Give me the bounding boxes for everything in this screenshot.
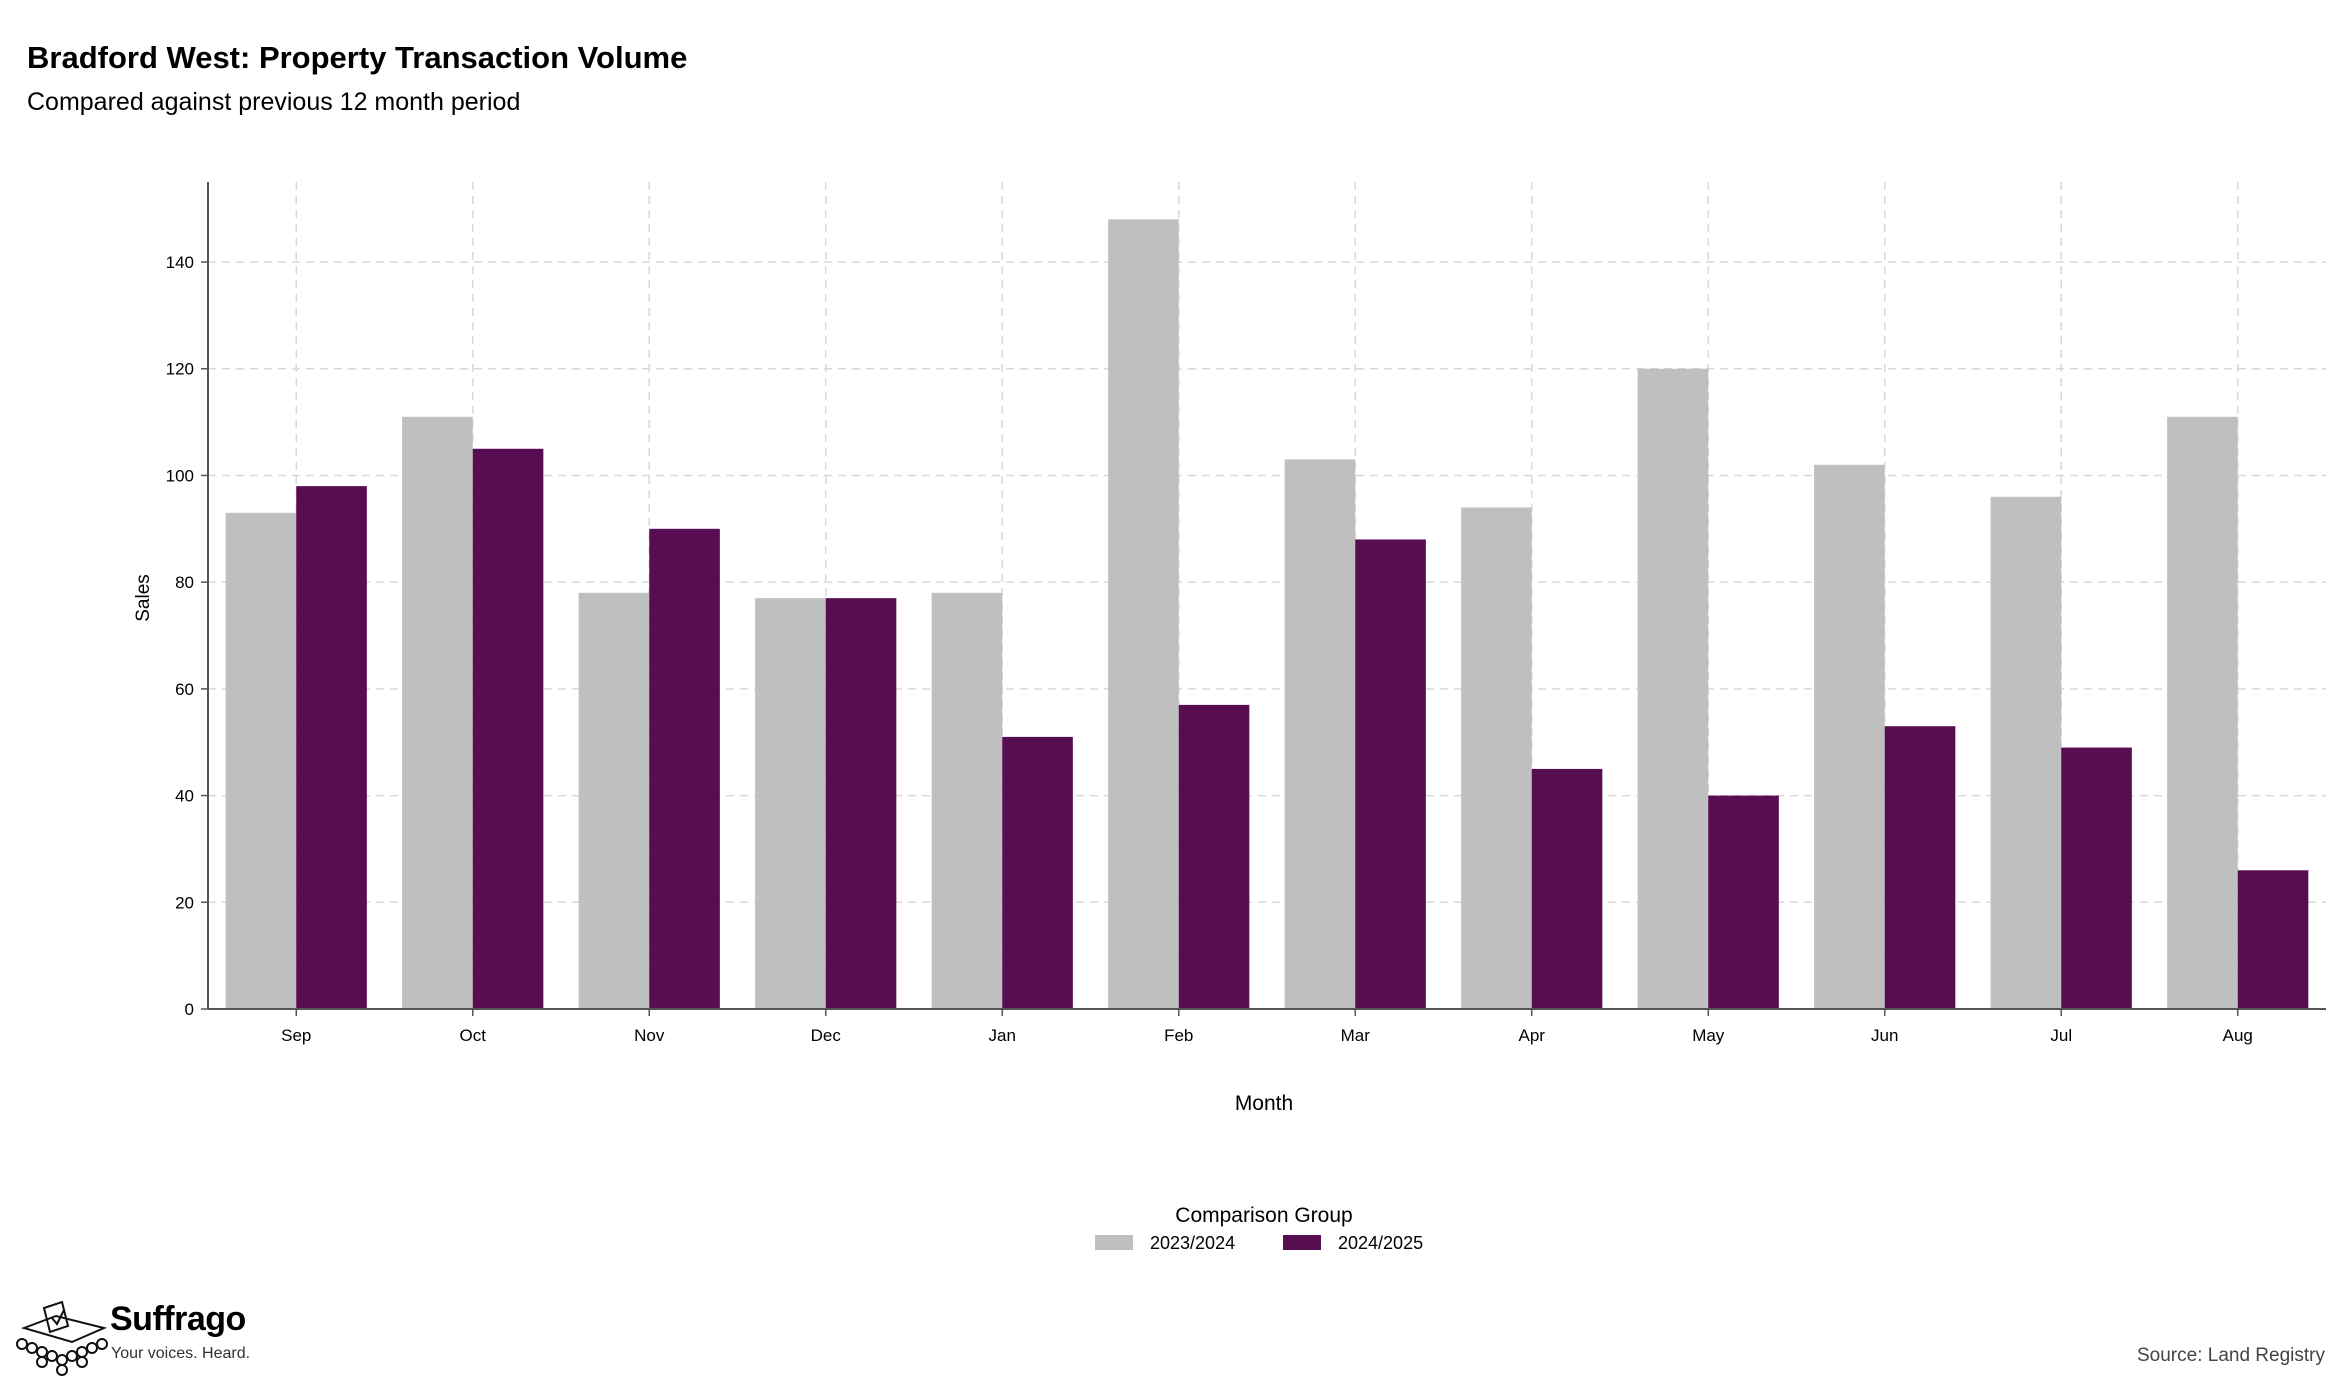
x-tick-label: Aug [2223, 1026, 2253, 1045]
bar-2024-2025-dec [825, 598, 897, 1009]
x-tick-label: Sep [281, 1026, 311, 1045]
bar-2024-2025-jan [1002, 736, 1073, 1009]
x-tick-label: Mar [1341, 1026, 1371, 1045]
x-axis-label: Month [1235, 1092, 1293, 1115]
legend-swatch-2024-2025 [1283, 1235, 1321, 1250]
y-tick-label: 60 [175, 680, 194, 699]
bar-2024-2025-apr [1531, 768, 1603, 1009]
bar-2023-2024-feb [1108, 219, 1179, 1009]
bar-2023-2024-mar [1284, 459, 1356, 1009]
bar-2023-2024-jan [931, 592, 1003, 1009]
bar-2023-2024-jun [1814, 464, 1885, 1009]
bar-2023-2024-jul [1990, 496, 2062, 1009]
brand-tagline: Your voices. Heard. [111, 1345, 251, 1362]
bar-2024-2025-oct [472, 448, 544, 1010]
bar-2023-2024-apr [1461, 507, 1532, 1009]
axes [201, 182, 2326, 1016]
bar-2024-2025-nov [649, 528, 720, 1009]
x-tick-label: May [1692, 1026, 1725, 1045]
x-tick-label: Nov [634, 1026, 665, 1045]
bar-2024-2025-aug [2237, 870, 2309, 1009]
y-tick-label: 120 [166, 360, 194, 379]
x-tick-label: Jun [1871, 1026, 1898, 1045]
legend-title: Comparison Group [1175, 1204, 1352, 1227]
legend-label-2023-2024: 2023/2024 [1150, 1233, 1235, 1253]
legend-swatch-2023-2024 [1095, 1235, 1133, 1250]
bar-2024-2025-jun [1884, 726, 1956, 1009]
bar-2024-2025-may [1708, 795, 1779, 1009]
x-tick-label: Feb [1164, 1026, 1193, 1045]
source-note: Source: Land Registry [2137, 1345, 2325, 1366]
y-axis-label: Sales [133, 574, 154, 622]
x-tick-label: Apr [1519, 1026, 1546, 1045]
tick-labels: 0 20 40 60 80 100 120 140 Sep Oct Nov Dec Jan Feb Mar A… [166, 253, 2253, 1045]
bar-2023-2024-oct [402, 416, 473, 1009]
legend-label-2024-2025: 2024/2025 [1338, 1233, 1423, 1253]
legend: Comparison Group 2023/2024 2024/2025 [1095, 1204, 1423, 1253]
bars [225, 219, 2309, 1010]
x-tick-label: Jan [989, 1026, 1016, 1045]
y-tick-label: 40 [175, 787, 194, 806]
bar-2023-2024-nov [578, 592, 650, 1009]
x-tick-label: Dec [811, 1026, 842, 1045]
bar-2023-2024-aug [2167, 416, 2238, 1009]
bar-2023-2024-dec [755, 598, 826, 1009]
y-tick-label: 80 [175, 573, 194, 592]
bar-2024-2025-mar [1355, 539, 1426, 1009]
bar-2024-2025-feb [1178, 704, 1250, 1009]
chart-title: Bradford West: Property Transaction Volu… [27, 40, 688, 75]
chart-subtitle: Compared against previous 12 month perio… [27, 88, 521, 116]
ballot-box-logo-icon [16, 1300, 108, 1376]
x-tick-label: Oct [460, 1026, 487, 1045]
y-tick-label: 100 [166, 466, 194, 485]
brand-name: Suffrago [110, 1300, 246, 1338]
bar-2023-2024-sep [225, 512, 297, 1009]
bar-2023-2024-may [1637, 368, 1709, 1009]
bar-2024-2025-jul [2061, 747, 2132, 1009]
y-tick-label: 140 [166, 253, 194, 272]
y-tick-label: 20 [175, 893, 194, 912]
bar-2024-2025-sep [296, 486, 367, 1010]
y-tick-label: 0 [185, 1000, 194, 1019]
x-tick-label: Jul [2050, 1026, 2072, 1045]
